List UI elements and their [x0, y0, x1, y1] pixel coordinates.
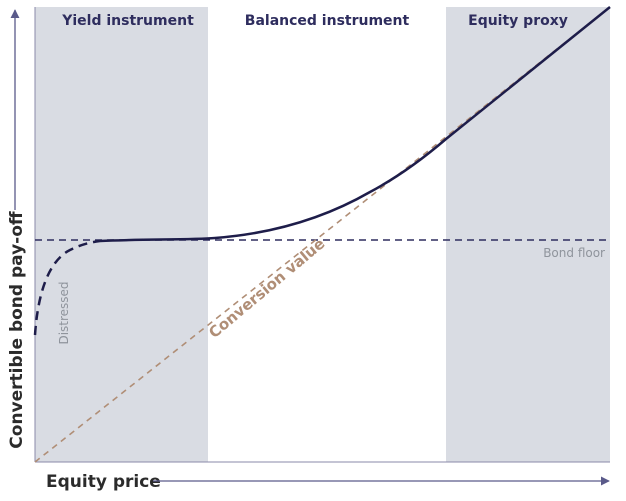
- zone-label-yield: Yield instrument: [61, 13, 194, 29]
- conversion-value-line: [34, 6, 611, 463]
- distressed-label: Distressed: [57, 281, 71, 344]
- bond-floor-label: Bond floor: [543, 246, 605, 260]
- zone-label-balanced: Balanced instrument: [245, 13, 410, 29]
- zone-label-equity: Equity proxy: [468, 13, 568, 29]
- payoff-curve-distressed: [33, 239, 101, 336]
- zone-equity-proxy: [446, 7, 610, 462]
- x-axis-label: Equity price: [46, 472, 161, 492]
- payoff-curve: [99, 6, 611, 243]
- zone-yield-instrument: [35, 7, 208, 462]
- y-axis-label: Convertible bond pay-off: [7, 211, 27, 449]
- conversion-value-label: Conversion value: [205, 235, 328, 342]
